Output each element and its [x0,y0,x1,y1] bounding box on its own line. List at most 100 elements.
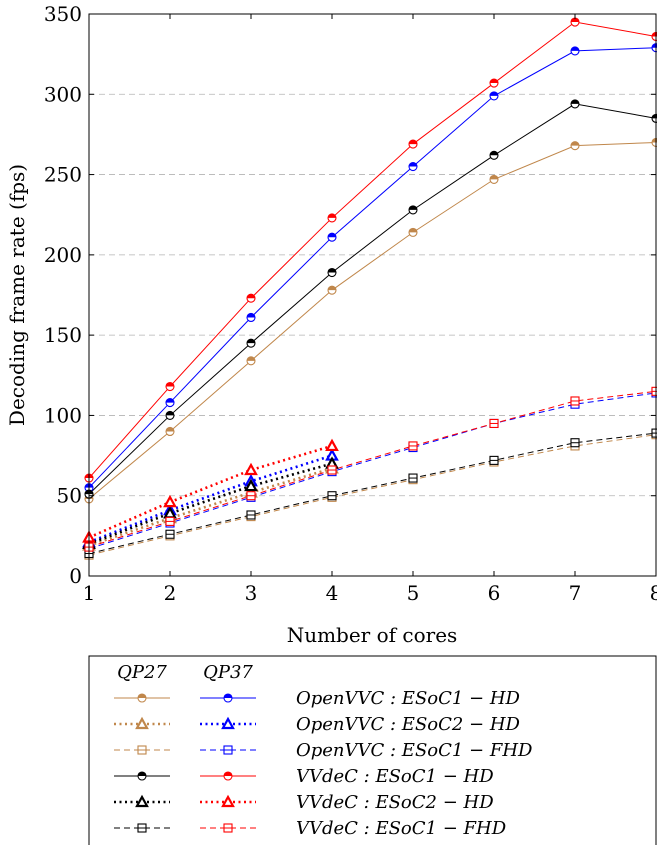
legend-label-openvvc-esoc1-fhd: OpenVVC : ESoC1 − FHD [296,740,533,761]
data-point [570,141,580,151]
x-tick-label: 8 [650,581,657,605]
marker-fill [571,141,579,146]
data-point [408,161,418,172]
data-point [327,285,337,295]
data-point [327,232,337,242]
plot-area-frame [88,13,657,577]
series-line [88,392,657,550]
marker-fill [224,694,232,698]
series-line [88,141,657,500]
data-point [327,491,337,501]
y-tick-label: 300 [44,82,82,106]
legend-sample-marker [137,745,147,755]
legend-sample-marker [137,823,147,833]
legend-sample-marker [221,716,235,730]
marker-fill [224,772,232,776]
legend-sample-marker [223,823,233,833]
series-line [88,47,657,489]
x-tick-label: 5 [407,581,420,605]
data-point [165,410,175,420]
data-point [327,213,337,223]
legend-samples [114,693,256,833]
series-line [88,390,657,548]
data-point [244,462,258,476]
data-point [408,205,418,215]
data-point [246,312,256,323]
data-point [246,491,256,501]
data-point [165,381,175,392]
legend-box [88,655,657,845]
data-point [570,99,580,109]
data-point [165,516,175,526]
legend-sample-marker [223,771,233,781]
data-point [489,91,499,101]
marker-fill [490,175,498,180]
data-point [489,150,499,160]
data-point [165,426,175,437]
x-tick-label: 3 [245,581,258,605]
series-line [88,432,657,555]
data-point [246,293,256,303]
marker-fill [409,205,417,210]
y-tick-label: 250 [44,163,82,187]
data-point [489,78,499,88]
marker-fill [166,427,174,432]
marker-fill [409,162,417,167]
marker-fill [247,294,255,299]
data-point [246,510,256,520]
y-tick-label: 100 [44,403,82,427]
legend-label-openvvc-esoc2-hd: OpenVVC : ESoC2 − HD [296,714,521,735]
x-tick-label: 6 [488,581,501,605]
marker-fill [571,99,579,104]
data-point [570,396,580,406]
y-tick-label: 50 [57,484,82,508]
data-point [570,46,580,56]
data-point [570,438,580,448]
series-line [88,454,333,544]
marker-fill [490,79,498,84]
marker-layer [82,17,657,560]
marker-fill [328,268,336,273]
y-tick-label: 150 [44,323,82,347]
legend-label-openvvc-esoc1-hd: OpenVVC : ESoC1 − HD [296,688,521,709]
grid-lines [89,93,656,497]
legend-sample-marker [135,794,149,808]
marker-fill [571,18,579,23]
marker-fill [490,91,498,96]
marker-fill [328,213,336,218]
legend-label-vvdec-esoc2-hd: VVdeC : ESoC2 − HD [296,792,494,813]
series-line [88,444,333,539]
legend-sample-marker [137,771,147,781]
series-layer [88,21,657,556]
marker-fill [138,694,146,698]
x-axis-title: Number of cores [287,623,458,647]
data-point [327,267,337,278]
marker-fill [247,356,255,361]
marker-fill [490,151,498,156]
marker-fill [571,46,579,51]
marker-fill [409,140,417,145]
data-point [408,139,418,149]
marker-fill [328,233,336,238]
marker-fill [409,228,417,233]
series-line [88,434,657,556]
legend-header-qp37: QP37 [203,662,253,683]
y-tick-label: 0 [69,564,82,588]
legend-label-vvdec-esoc1-hd: VVdeC : ESoC1 − HD [296,766,494,787]
data-point [408,227,418,237]
data-point [327,465,337,475]
data-point [244,478,258,492]
legend-header-qp27: QP27 [117,662,167,683]
data-point [246,356,256,366]
data-point [325,438,339,452]
legend-label-vvdec-esoc1-fhd: VVdeC : ESoC1 − FHD [296,818,507,839]
data-point [165,398,175,408]
data-point [489,455,499,465]
data-point [570,17,580,27]
series-line [88,467,333,547]
marker-fill [138,772,146,776]
marker-fill [247,313,255,318]
legend: QP27 QP37 OpenVVC : ESoC1 − HD OpenVVC :… [88,655,657,845]
marker-fill [166,382,174,387]
